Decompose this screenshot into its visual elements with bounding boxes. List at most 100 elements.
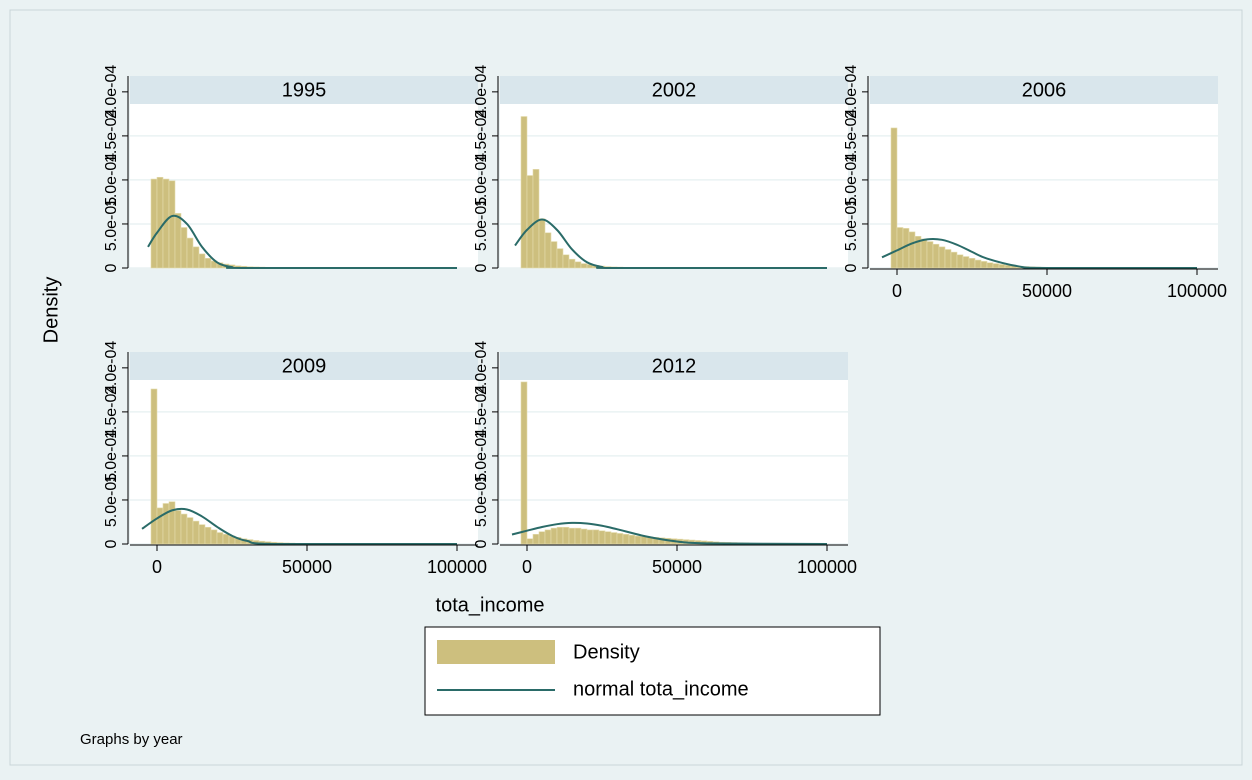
histogram-bar xyxy=(968,258,976,269)
plot-area xyxy=(870,76,1218,268)
histogram-bar xyxy=(938,246,946,269)
histogram-bar xyxy=(550,527,558,545)
y-tick-label: 1.5e-04 xyxy=(103,109,120,163)
legend-label: normal tota_income xyxy=(573,678,749,700)
y-tick-label: 1.0e-04 xyxy=(473,429,490,483)
histogram-bar xyxy=(568,258,576,269)
panel-strip xyxy=(870,76,1218,104)
plot-area xyxy=(130,76,478,268)
y-tick-label: 1.5e-04 xyxy=(473,109,490,163)
histogram-bar xyxy=(150,178,158,269)
histogram-bar xyxy=(926,241,934,269)
x-tick-label: 0 xyxy=(522,557,532,577)
histogram-bar xyxy=(944,249,952,269)
histogram-bar xyxy=(180,227,188,269)
histogram-bar xyxy=(204,526,212,545)
histogram-bar xyxy=(616,533,624,545)
y-tick-label: 2.0e-04 xyxy=(473,341,490,395)
histogram-bar xyxy=(216,532,224,545)
panel-title: 2009 xyxy=(282,355,327,377)
x-tick-label: 100000 xyxy=(427,557,487,577)
y-tick-label: 1.0e-04 xyxy=(473,153,490,207)
x-tick-label: 0 xyxy=(892,281,902,301)
plot-area xyxy=(500,76,848,268)
histogram-bar xyxy=(556,248,564,269)
histogram-bar xyxy=(222,534,230,545)
y-tick-label: 5.0e-05 xyxy=(103,197,120,251)
y-tick-label: 0 xyxy=(473,263,490,272)
histogram-bar xyxy=(956,254,964,269)
histogram-bar xyxy=(622,534,630,545)
histogram-bar xyxy=(186,517,194,545)
histogram-bar xyxy=(920,238,928,269)
y-tick-label: 2.0e-04 xyxy=(843,65,860,119)
histogram-bar xyxy=(198,524,206,545)
histogram-bar xyxy=(598,530,606,545)
histogram-bar xyxy=(890,127,898,269)
histogram-bar xyxy=(174,510,182,545)
histogram-bar xyxy=(168,501,176,545)
histogram-bar xyxy=(568,527,576,545)
histogram-bar xyxy=(538,531,546,545)
histogram-bar xyxy=(520,381,528,545)
panel-title: 2012 xyxy=(652,355,697,377)
panel-strip xyxy=(130,352,478,380)
x-tick-label: 100000 xyxy=(1167,281,1227,301)
plot-area xyxy=(500,352,848,544)
legend-swatch xyxy=(437,640,555,664)
histogram-bar xyxy=(192,520,200,545)
y-tick-label: 0 xyxy=(473,539,490,548)
histogram-bar xyxy=(580,528,588,545)
histogram-bar xyxy=(634,535,642,545)
histogram-bar xyxy=(204,258,212,269)
histogram-bar xyxy=(156,507,164,545)
histogram-bar xyxy=(198,253,206,269)
histogram-bar xyxy=(908,231,916,269)
normal-curve xyxy=(147,214,457,270)
y-axis-title: Density xyxy=(40,277,62,344)
histogram-bar xyxy=(562,254,570,269)
histogram-bar xyxy=(628,534,636,545)
histogram-bar xyxy=(580,263,588,269)
histogram-bar xyxy=(640,536,648,545)
panel-strip xyxy=(500,76,848,104)
normal-curve xyxy=(514,218,827,270)
histogram-bar xyxy=(592,529,600,545)
y-tick-label: 5.0e-05 xyxy=(843,197,860,251)
histogram-bar xyxy=(586,529,594,545)
legend-label: Density xyxy=(573,641,640,663)
y-tick-label: 1.0e-04 xyxy=(103,429,120,483)
histogram-bar xyxy=(962,256,970,269)
x-tick-label: 100000 xyxy=(797,557,857,577)
y-tick-label: 2.0e-04 xyxy=(103,65,120,119)
histogram-bar xyxy=(210,529,218,545)
histogram-bar xyxy=(998,264,1006,269)
y-tick-label: 5.0e-05 xyxy=(473,473,490,527)
histogram-bar xyxy=(168,180,176,269)
y-tick-label: 0 xyxy=(103,263,120,272)
histogram-bar xyxy=(932,243,940,269)
histogram-bar xyxy=(974,259,982,269)
histogram-bar xyxy=(180,513,188,545)
histogram-bar xyxy=(574,261,582,269)
y-tick-label: 1.0e-04 xyxy=(103,153,120,207)
note: Graphs by year xyxy=(80,731,183,748)
panel-title: 2006 xyxy=(1022,79,1067,101)
panel-title: 1995 xyxy=(282,79,327,101)
normal-curve xyxy=(511,521,828,545)
plot-area xyxy=(130,352,478,544)
y-tick-label: 1.5e-04 xyxy=(843,109,860,163)
y-tick-label: 5.0e-05 xyxy=(473,197,490,251)
y-tick-label: 1.5e-04 xyxy=(103,385,120,439)
histogram-bar xyxy=(532,534,540,545)
histogram-bar xyxy=(550,241,558,269)
y-tick-label: 0 xyxy=(843,263,860,272)
histogram-bar xyxy=(186,237,194,269)
histogram-bar xyxy=(544,232,552,269)
x-axis-title: tota_income xyxy=(436,594,545,616)
y-tick-label: 2.0e-04 xyxy=(473,65,490,119)
y-tick-label: 5.0e-05 xyxy=(103,473,120,527)
y-tick-label: 1.0e-04 xyxy=(843,153,860,207)
histogram-bar xyxy=(950,251,958,269)
